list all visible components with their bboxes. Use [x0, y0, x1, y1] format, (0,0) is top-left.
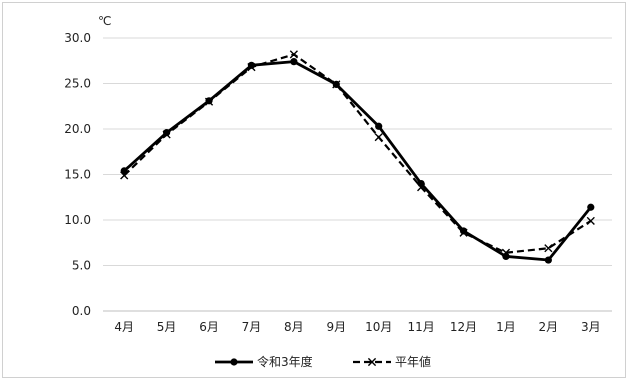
y-tick-label: 20.0 [64, 122, 91, 136]
series-line [123, 53, 592, 254]
y-tick-label: 25.0 [64, 77, 91, 91]
data-point [374, 133, 383, 142]
data-point [120, 167, 128, 175]
y-tick-label: 15.0 [64, 168, 91, 182]
data-point [544, 256, 552, 264]
data-point [375, 122, 383, 130]
y-axis-unit-label: ℃ [98, 14, 111, 28]
gridlines [103, 37, 612, 266]
data-point [459, 227, 468, 235]
x-tick-label: 1月 [496, 320, 516, 334]
x-tick-label: 5月 [157, 320, 177, 334]
y-tick-labels: 0.0 5.0 10.0 15.0 20.0 25.0 30.0 [64, 31, 91, 318]
legend-label: 平年値 [395, 354, 431, 369]
data-point [502, 252, 510, 260]
legend-marker [230, 358, 238, 366]
x-tick-labels: 4月 5月 6月 7月 8月 9月 10月 11月 12月 1月 2月 3月 [114, 320, 600, 334]
x-tick-label: 6月 [199, 320, 219, 334]
x-tick-label: 8月 [284, 320, 304, 334]
data-point [586, 216, 595, 226]
y-tick-label: 30.0 [64, 31, 91, 45]
series-line [123, 60, 592, 262]
x-tick-label: 10月 [365, 320, 392, 334]
legend-marker [367, 357, 377, 367]
chart-frame [2, 2, 626, 378]
x-tick-label: 9月 [326, 320, 346, 334]
y-tick-label: 10.0 [64, 213, 91, 227]
series-layer [120, 50, 595, 264]
data-point [205, 97, 213, 105]
data-point [163, 129, 171, 137]
data-point [332, 80, 340, 89]
x-tick-label: 2月 [539, 320, 559, 334]
data-point [290, 58, 298, 66]
legend: 令和3年度 平年値 [215, 354, 431, 369]
legend-item: 令和3年度 [215, 354, 313, 369]
data-point [544, 244, 553, 253]
x-tick-label: 4月 [114, 320, 134, 334]
y-tick-label: 0.0 [72, 304, 91, 318]
data-point [417, 180, 425, 188]
data-point [289, 50, 298, 59]
x-tick-label: 11月 [407, 320, 434, 334]
y-tick-label: 5.0 [72, 259, 91, 273]
x-tick-label: 3月 [581, 320, 601, 334]
series-current [120, 58, 595, 264]
data-point [587, 203, 595, 211]
x-tick-label: 12月 [450, 320, 477, 334]
data-point [247, 61, 256, 69]
series-normal [120, 50, 595, 257]
legend-item: 平年値 [353, 354, 431, 369]
x-tick-label: 7月 [242, 320, 262, 334]
legend-label: 令和3年度 [257, 354, 313, 369]
